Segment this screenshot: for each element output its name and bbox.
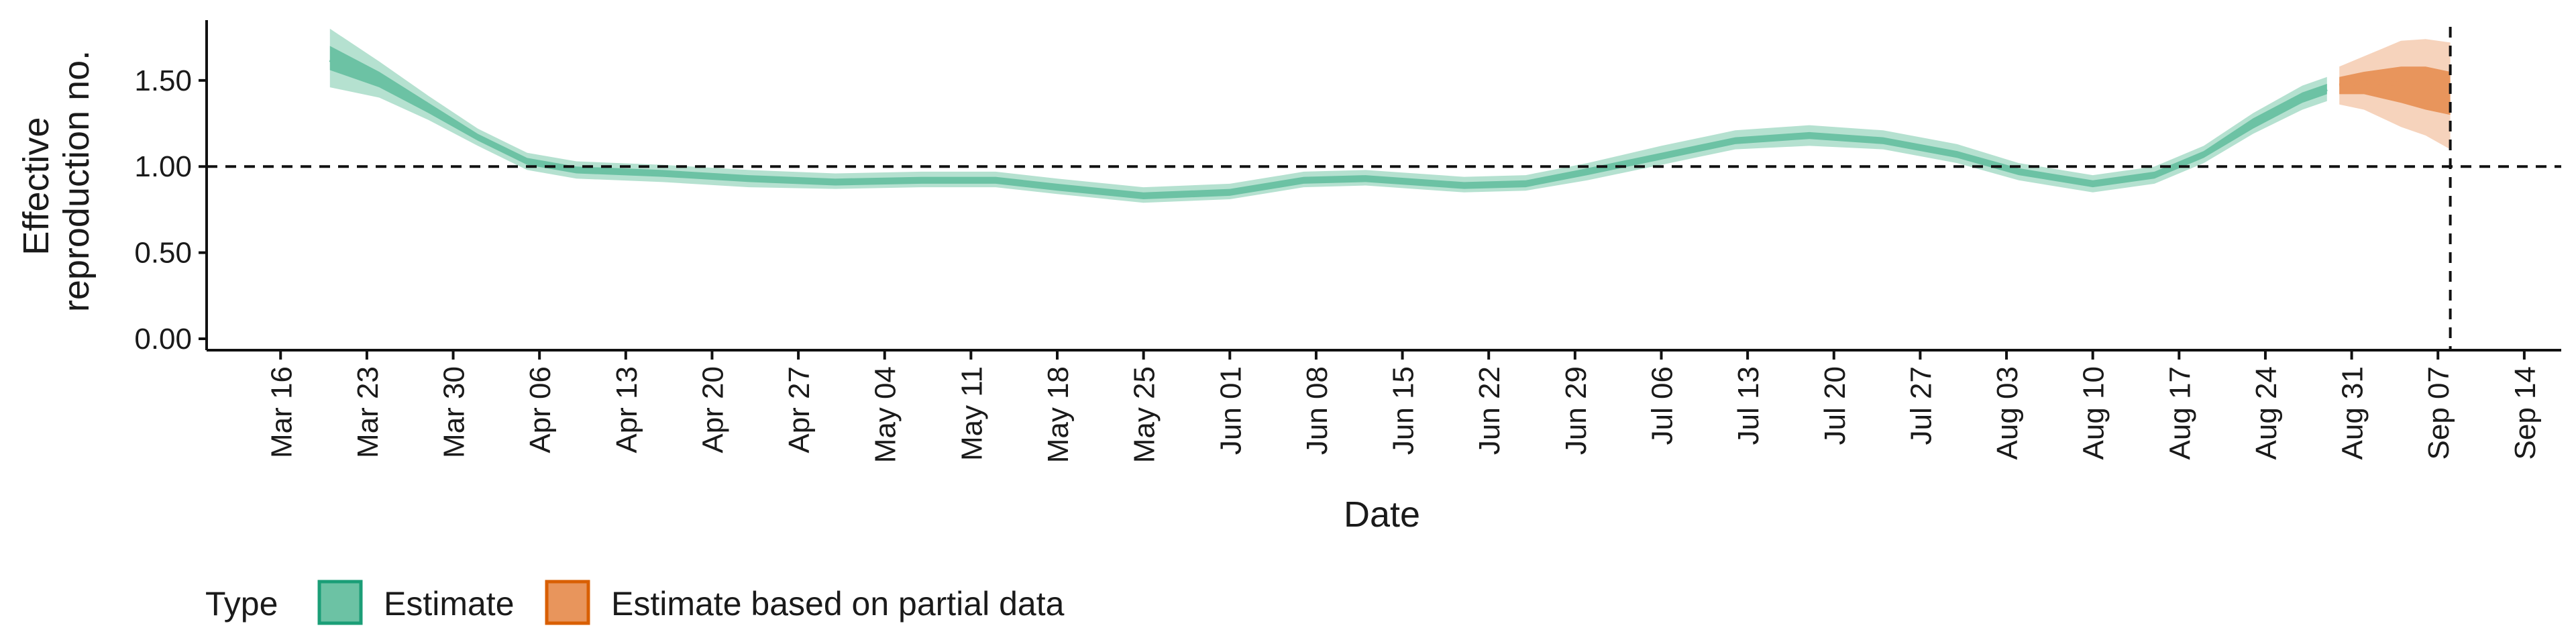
legend-label-partial: Estimate based on partial data <box>611 585 1065 623</box>
x-tick-label: Apr 27 <box>783 366 816 453</box>
x-tick-label: Apr 20 <box>696 366 729 453</box>
x-tick-label: Aug 31 <box>2337 366 2369 460</box>
legend-title: Type <box>205 585 278 623</box>
x-tick-label: Jun 08 <box>1301 366 1334 455</box>
x-tick-label: Jun 22 <box>1473 366 1506 455</box>
series-0-band-90 <box>329 28 2327 203</box>
y-axis-title-line-2: reproduction no. <box>56 50 97 312</box>
x-tick-label: Jul 06 <box>1646 366 1678 445</box>
legend-swatch-estimate-border <box>317 580 363 625</box>
x-axis-ticks: Mar 16 Mar 23 Mar 30 Apr 06 Apr 13 Apr 20 Apr … <box>265 350 2542 463</box>
legend-swatch-estimate <box>319 582 361 623</box>
y-tick-label: 1.50 <box>134 64 192 97</box>
x-tick-label: Jul 20 <box>1819 366 1851 445</box>
x-tick-label: Mar 23 <box>352 366 384 458</box>
x-tick-label: May 18 <box>1042 366 1075 463</box>
x-tick-label: Sep 07 <box>2422 366 2455 460</box>
y-tick-label: 0.00 <box>134 323 192 356</box>
x-tick-label: Jul 27 <box>1904 366 1937 445</box>
y-axis-ticks: 0.00 0.50 1.00 1.50 <box>134 64 207 356</box>
x-tick-label: Mar 30 <box>438 366 471 458</box>
reference-lines <box>207 27 2561 350</box>
y-tick-label: 0.50 <box>134 237 192 270</box>
uncertainty-bands <box>329 28 2451 203</box>
x-tick-label: Apr 06 <box>524 366 557 453</box>
series-1-band-50 <box>2339 66 2451 115</box>
legend-label-estimate: Estimate <box>384 585 515 623</box>
legend: Type Estimate Estimate based on partial … <box>205 580 1065 625</box>
x-tick-label: May 25 <box>1128 366 1161 463</box>
legend-swatch-partial-border <box>545 580 590 625</box>
x-tick-label: Jun 15 <box>1387 366 1420 455</box>
legend-swatch-partial <box>547 582 588 623</box>
y-axis-title: Effective reproduction no. <box>16 50 97 312</box>
x-tick-label: Jun 29 <box>1560 366 1593 455</box>
x-tick-label: Sep 14 <box>2509 366 2542 460</box>
x-tick-label: May 04 <box>869 366 902 463</box>
x-tick-label: Jun 01 <box>1214 366 1247 455</box>
y-tick-label: 1.00 <box>134 150 192 183</box>
x-tick-label: Aug 03 <box>1991 366 2024 460</box>
x-tick-label: Jul 13 <box>1732 366 1765 445</box>
x-axis-title: Date <box>1344 494 1420 535</box>
x-tick-label: Aug 10 <box>2078 366 2110 460</box>
axes <box>205 20 2561 352</box>
series-0-median-line <box>329 58 2328 198</box>
x-tick-label: May 11 <box>955 366 988 461</box>
x-tick-label: Aug 17 <box>2163 366 2196 460</box>
x-tick-label: Aug 24 <box>2250 366 2283 460</box>
x-tick-label: Mar 16 <box>265 366 298 458</box>
x-tick-label: Apr 13 <box>610 366 643 453</box>
series-1-median-line <box>2339 80 2451 97</box>
y-axis-title-line-1: Effective <box>16 117 56 255</box>
